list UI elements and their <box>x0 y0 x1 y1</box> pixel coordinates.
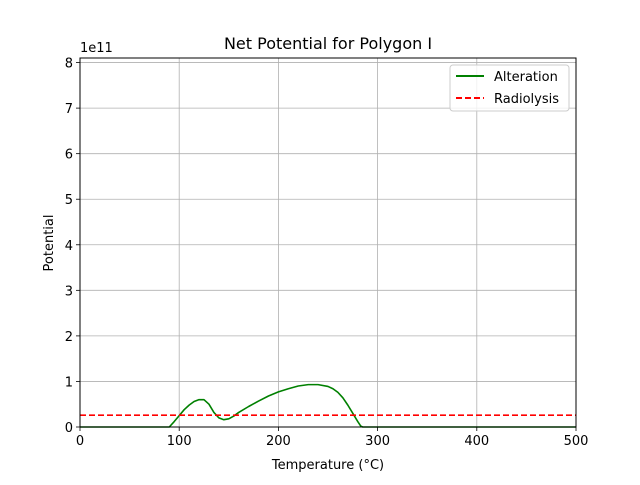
y-tick-label: 6 <box>65 148 73 163</box>
x-tick-label: 100 <box>167 434 192 449</box>
series-lines <box>80 383 576 428</box>
x-axis-label: Temperature (°C) <box>271 458 384 473</box>
legend-label-radiolysis: Radiolysis <box>494 92 559 107</box>
y-axis-label: Potential <box>42 215 57 272</box>
x-tick-label: 0 <box>76 434 84 449</box>
grid-lines <box>79 58 577 428</box>
x-tick-label: 400 <box>464 434 489 449</box>
y-tick-label: 1 <box>65 375 73 390</box>
x-tick-label: 200 <box>266 434 291 449</box>
y-offset-text: 1e11 <box>80 41 113 56</box>
y-tick-label: 7 <box>65 102 73 117</box>
x-tick-label: 500 <box>564 434 589 449</box>
y-tick-label: 3 <box>65 284 73 299</box>
x-tick-label: 300 <box>365 434 390 449</box>
series-line-alteration <box>80 383 576 428</box>
y-tick-label: 2 <box>65 330 73 345</box>
y-tick-label: 8 <box>65 57 73 72</box>
legend: Alteration Radiolysis <box>449 64 570 112</box>
y-tick-label: 5 <box>65 193 73 208</box>
y-tick-label: 4 <box>65 239 73 254</box>
plot-frame <box>79 57 577 428</box>
axis-ticks: 0 100 200 300 400 500 0 1 2 3 4 5 6 7 8 <box>65 57 589 449</box>
y-tick-label: 0 <box>65 421 73 436</box>
legend-label-alteration: Alteration <box>494 70 558 85</box>
chart-title: Net Potential for Polygon I <box>224 34 432 53</box>
